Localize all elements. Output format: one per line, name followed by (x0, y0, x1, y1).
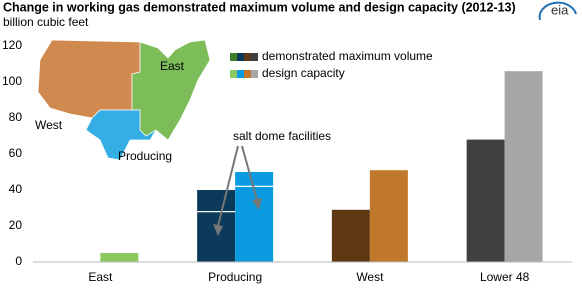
bar (331, 209, 370, 262)
y-tick-label: 40 (9, 182, 23, 196)
legend-swatch (244, 70, 251, 78)
arrow (217, 145, 239, 227)
x-tick-label: Producing (208, 270, 262, 284)
logo-text: eia (551, 2, 569, 17)
legend-swatch (230, 70, 237, 78)
logo-arc (538, 1, 577, 21)
bar (504, 71, 543, 262)
annotation-arrows (213, 145, 262, 236)
map-producing (85, 109, 157, 161)
y-tick-label: 0 (15, 254, 22, 268)
legend-label: demonstrated maximum volume (262, 49, 433, 63)
y-tick-label: 120 (2, 38, 22, 52)
map-label: West (35, 118, 63, 132)
legend-label: design capacity (262, 66, 345, 80)
chart-subtitle: billion cubic feet (3, 15, 89, 29)
arrow (241, 145, 258, 201)
x-tick-label: East (88, 270, 113, 284)
annotation-text: salt dome facilities (233, 129, 331, 143)
bar (466, 139, 505, 262)
arrow-head (252, 198, 262, 210)
legend-swatch (237, 53, 244, 61)
legend-swatch (237, 70, 244, 78)
logo: eia (538, 1, 577, 21)
legend-swatch (251, 70, 258, 78)
bar (100, 253, 139, 262)
y-tick-label: 60 (9, 146, 23, 160)
chart-title: Change in working gas demonstrated maxim… (3, 0, 516, 14)
map-inset: East West Producing (35, 39, 543, 262)
legend-swatch (244, 53, 251, 61)
bar (235, 172, 274, 262)
y-tick-label: 80 (9, 110, 23, 124)
x-tick-label: Lower 48 (480, 270, 530, 284)
y-tick-label: 20 (9, 218, 23, 232)
x-tick-label: West (356, 270, 384, 284)
y-tick-label: 100 (2, 74, 22, 88)
map-label: Producing (118, 149, 172, 163)
map-east (131, 39, 211, 141)
map-label: East (160, 59, 185, 73)
legend-swatch (230, 53, 237, 61)
arrow-head (213, 224, 223, 236)
map-west (37, 39, 141, 119)
bar (369, 170, 408, 262)
legend-swatch (251, 53, 258, 61)
